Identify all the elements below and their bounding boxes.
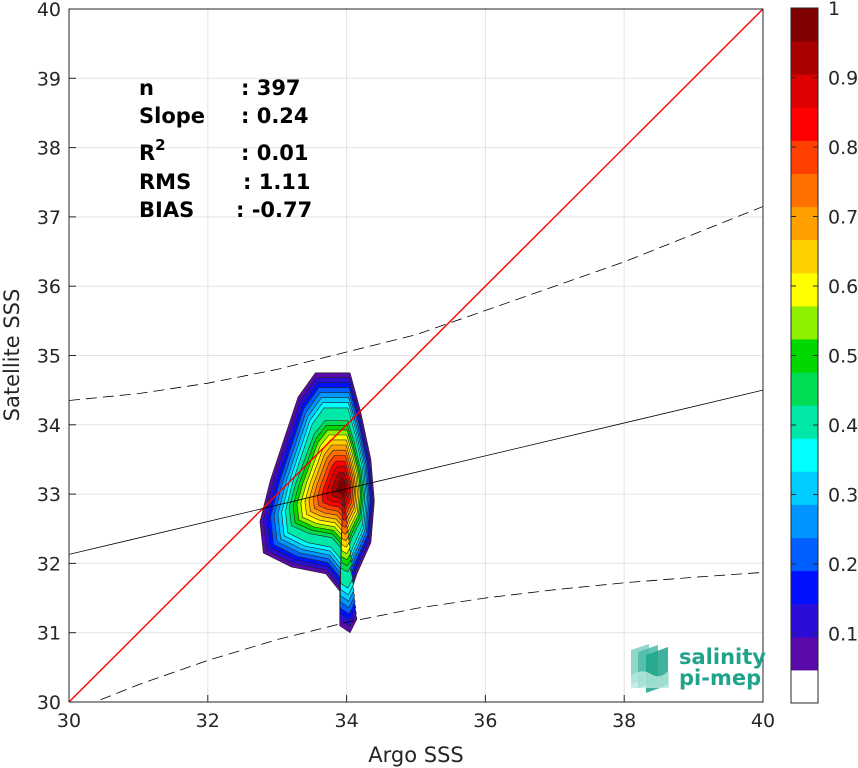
- colorbar-tick-label: 0.3: [828, 485, 858, 507]
- colorbar-segment: [791, 41, 818, 75]
- colorbar-tick-label: 0.9: [828, 68, 858, 90]
- y-tick-label: 35: [37, 346, 61, 368]
- colorbar-tick-label: 0.1: [828, 624, 858, 646]
- stat-value: : 397: [241, 76, 301, 100]
- stat-label: BIAS: [139, 198, 194, 222]
- x-tick-label: 30: [57, 710, 81, 732]
- stat-value: : 0.24: [241, 104, 309, 128]
- colorbar-segment: [791, 669, 818, 704]
- colorbar-segment: [791, 107, 818, 141]
- colorbar-segment: [791, 405, 818, 439]
- stat-value: : -0.77: [236, 198, 312, 222]
- stat-value: : 1.11: [243, 170, 311, 194]
- x-tick-label: 36: [473, 710, 497, 732]
- logo-line2: pi-mep: [679, 666, 761, 690]
- y-axis-ticks: 30 31 32 33 34 35 36 37 38 39 40: [37, 0, 76, 714]
- colorbar-segment: [791, 239, 818, 274]
- stat-superscript: 2: [155, 136, 165, 154]
- colorbar-tick-label: 1: [828, 0, 840, 20]
- x-tick-label: 32: [196, 710, 220, 732]
- y-axis-label: Satellite SSS: [0, 289, 24, 422]
- upper-envelope-line: [69, 206, 763, 401]
- x-axis-ticks: 30 32 34 36 38 40: [57, 695, 775, 732]
- density-level: [336, 478, 346, 498]
- x-tick-label: 38: [612, 710, 636, 732]
- colorbar-segment: [791, 206, 818, 241]
- colorbar-tick-label: 0.6: [828, 276, 858, 298]
- y-tick-label: 31: [37, 623, 61, 645]
- colorbar-segment: [791, 305, 818, 340]
- stat-label: RMS: [139, 170, 191, 194]
- density-contours: [259, 372, 375, 634]
- stat-label: Slope: [139, 104, 205, 128]
- y-tick-label: 40: [37, 0, 61, 21]
- y-tick-label: 32: [37, 553, 61, 575]
- colorbar-segment: [791, 504, 818, 539]
- colorbar-tick-label: 0.8: [828, 137, 858, 159]
- colorbar-segment: [791, 272, 818, 307]
- colorbar-segment: [791, 471, 818, 505]
- colorbar-segment: [791, 603, 818, 638]
- logo-mark-icon: [631, 644, 669, 693]
- x-tick-label: 40: [751, 710, 775, 732]
- y-tick-label: 39: [37, 68, 61, 90]
- colorbar-segment: [791, 636, 818, 671]
- identity-line: [69, 9, 763, 702]
- colorbar-segment: [791, 372, 818, 406]
- y-tick-label: 36: [37, 276, 61, 298]
- x-axis-label: Argo SSS: [368, 743, 463, 767]
- stat-label: n: [139, 76, 154, 100]
- y-tick-label: 34: [37, 415, 61, 437]
- lower-envelope-line: [93, 572, 763, 702]
- colorbar-segment: [791, 173, 818, 208]
- y-tick-label: 30: [37, 692, 61, 714]
- colorbar-segment: [791, 8, 818, 42]
- reference-lines: [69, 9, 763, 702]
- colorbar-tick-label: 0.2: [828, 554, 858, 576]
- y-tick-label: 38: [37, 138, 61, 160]
- logo-line1: salinity: [679, 645, 766, 669]
- grid: [68, 8, 764, 703]
- x-tick-label: 34: [335, 710, 359, 732]
- colorbar-segment: [791, 570, 818, 605]
- colorbar-segment: [791, 140, 818, 174]
- y-tick-label: 37: [37, 207, 61, 229]
- colorbar-tick-label: 0.4: [828, 415, 858, 437]
- colorbar: 0.1 0.2 0.3 0.4 0.5 0.6 0.7 0.8 0.9 1: [790, 0, 858, 704]
- y-tick-label: 33: [37, 484, 61, 506]
- salinity-pimep-logo: salinity pi-mep: [631, 644, 766, 693]
- regression-line: [69, 389, 763, 555]
- colorbar-tick-label: 0.5: [828, 346, 858, 368]
- colorbar-segment: [791, 537, 818, 572]
- colorbar-segment: [791, 438, 818, 472]
- colorbar-segment: [791, 74, 818, 108]
- stat-value: : 0.01: [241, 141, 309, 165]
- colorbar-tick-label: 0.7: [828, 207, 858, 229]
